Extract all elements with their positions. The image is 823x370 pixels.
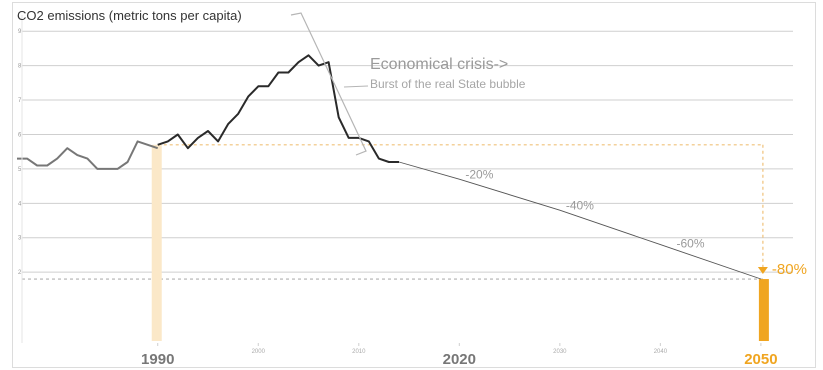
series-lines: [17, 54, 762, 280]
percent-label-final: -80%: [772, 261, 807, 278]
y-tick-label: 9: [18, 29, 22, 35]
chart-title: CO2 emissions (metric tons per capita): [17, 8, 242, 23]
callout-connector: [343, 85, 369, 88]
percent-annotations: -20% -40% -60% -80%: [465, 167, 807, 278]
percent-label: -20%: [465, 167, 493, 181]
y-tick-labels: 2 3 4 5 6 7 8 9: [18, 29, 22, 276]
chart-frame: 2 3 4 5 6 7 8 9 1990 2000 2010 2020 2030 2040 2050 -2…: [12, 2, 816, 368]
target-triangle: [757, 267, 768, 275]
crisis-callout: Economical crisis-> Burst of the real St…: [290, 12, 526, 156]
gridlines: [22, 30, 793, 273]
x-tick-label-2020: 2020: [443, 351, 476, 368]
x-tick-label-2050: 2050: [744, 351, 777, 368]
series-line-1: [17, 140, 159, 170]
bars: [151, 144, 769, 341]
y-tick-label: 4: [18, 201, 22, 207]
x-tick-label-2000: 2000: [252, 349, 266, 355]
reference-lines: [22, 144, 764, 280]
y-tick-label: 5: [18, 167, 22, 173]
x-tick-label-2030: 2030: [553, 349, 567, 355]
x-tick-label-1990: 1990: [141, 351, 174, 368]
x-tick-label-2010: 2010: [352, 349, 366, 355]
y-tick-label: 2: [18, 270, 22, 276]
x-tick-labels: 1990 2000 2010 2020 2030 2040 2050: [141, 343, 778, 368]
bar-2050: [758, 279, 769, 341]
callout-bracket: [290, 12, 367, 156]
y-tick-label: 6: [18, 132, 22, 138]
y-tick-label: 8: [18, 64, 22, 70]
percent-label: -60%: [676, 237, 704, 251]
x-tick-label-2040: 2040: [654, 349, 668, 355]
series-line-3: [398, 161, 762, 280]
co2-chart: 2 3 4 5 6 7 8 9 1990 2000 2010 2020 2030 2040 2050 -2…: [17, 8, 807, 368]
target-marker: [757, 267, 768, 275]
callout-title: Economical crisis->: [370, 56, 508, 73]
callout-subtitle: Burst of the real State bubble: [370, 77, 526, 91]
y-tick-label: 7: [18, 98, 22, 104]
percent-label: -40%: [566, 199, 594, 213]
bar-1990: [151, 144, 162, 341]
series-line-2: [157, 54, 399, 163]
y-tick-label: 3: [18, 236, 22, 242]
